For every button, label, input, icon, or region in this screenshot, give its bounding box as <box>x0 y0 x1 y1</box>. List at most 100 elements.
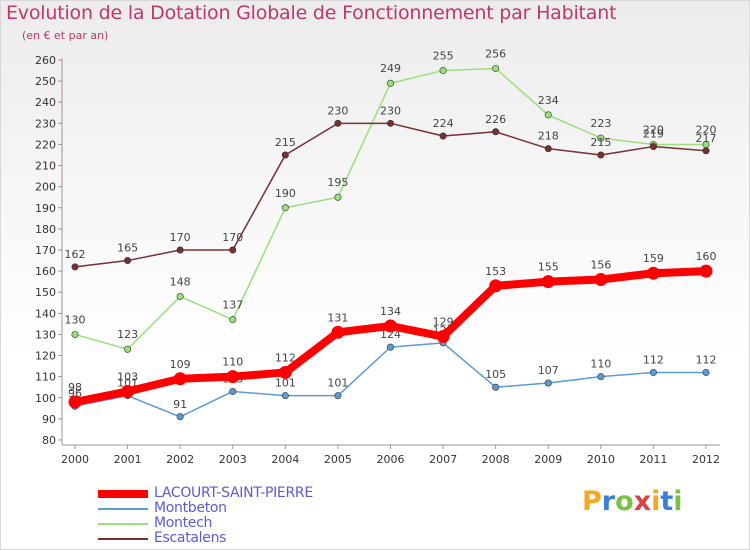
data-point-2 <box>124 345 132 353</box>
data-label-0: 129 <box>433 316 454 329</box>
logo-letter: t <box>660 486 674 517</box>
data-label-0: 103 <box>117 370 138 383</box>
data-label-3: 230 <box>327 104 348 117</box>
data-point-1 <box>176 413 184 421</box>
data-point-1 <box>229 387 237 395</box>
x-tick-label: 2007 <box>429 453 457 466</box>
data-point-2 <box>229 316 237 324</box>
x-tick-label: 2009 <box>534 453 562 466</box>
x-tick-label: 2008 <box>482 453 510 466</box>
data-point-2 <box>334 193 342 201</box>
data-label-3: 224 <box>433 117 454 130</box>
data-label-1: 101 <box>327 377 348 390</box>
data-point-0 <box>173 372 187 386</box>
data-label-1: 101 <box>275 377 296 390</box>
data-point-3 <box>492 128 500 136</box>
data-point-1 <box>649 368 657 376</box>
data-label-2: 195 <box>327 176 348 189</box>
data-label-2: 256 <box>485 47 506 60</box>
data-point-2 <box>439 67 447 75</box>
y-tick-label: 210 <box>35 160 56 173</box>
data-label-0: 156 <box>590 259 611 272</box>
data-point-1 <box>281 392 289 400</box>
data-point-0 <box>541 275 555 289</box>
x-tick-label: 2001 <box>114 453 142 466</box>
chart-subtitle: (en € et par an) <box>22 29 109 42</box>
data-point-2 <box>281 204 289 212</box>
data-point-1 <box>597 373 605 381</box>
y-tick-label: 170 <box>35 244 56 257</box>
data-point-3 <box>229 246 237 254</box>
data-point-3 <box>281 151 289 159</box>
data-point-3 <box>649 143 657 151</box>
data-label-0: 109 <box>170 358 191 371</box>
data-label-0: 153 <box>485 265 506 278</box>
data-label-1: 91 <box>173 398 187 411</box>
data-label-3: 230 <box>380 104 401 117</box>
data-label-0: 110 <box>222 356 243 369</box>
data-label-3: 217 <box>696 132 717 145</box>
data-label-0: 112 <box>275 351 296 364</box>
y-tick-label: 240 <box>35 96 56 109</box>
logo-letter: i <box>651 486 661 517</box>
data-point-0 <box>68 395 82 409</box>
data-label-3: 218 <box>538 130 559 143</box>
data-label-2: 148 <box>170 275 191 288</box>
series-line-3 <box>74 122 707 268</box>
data-label-2: 255 <box>433 50 454 63</box>
y-tick-label: 150 <box>35 286 56 299</box>
data-point-0 <box>121 384 135 398</box>
data-point-3 <box>176 246 184 254</box>
x-tick-label: 2010 <box>587 453 615 466</box>
data-label-1: 112 <box>643 353 664 366</box>
data-point-2 <box>597 134 605 142</box>
y-tick-label: 200 <box>35 181 56 194</box>
data-point-3 <box>597 151 605 159</box>
data-point-2 <box>176 292 184 300</box>
data-label-1: 112 <box>696 353 717 366</box>
y-tick-label: 130 <box>35 328 56 341</box>
data-label-3: 215 <box>590 136 611 149</box>
data-label-2: 234 <box>538 94 559 107</box>
legend-swatch-montech <box>98 523 148 525</box>
data-point-3 <box>544 145 552 153</box>
logo-letter: P <box>582 486 602 517</box>
data-point-3 <box>386 119 394 127</box>
data-point-1 <box>492 383 500 391</box>
data-point-0 <box>699 264 713 278</box>
data-label-2: 137 <box>222 299 243 312</box>
data-point-3 <box>334 119 342 127</box>
y-tick-label: 190 <box>35 202 56 215</box>
logo-letter: i <box>673 486 683 517</box>
data-point-0 <box>646 266 660 280</box>
x-tick-label: 2011 <box>639 453 667 466</box>
y-tick-label: 230 <box>35 117 56 130</box>
data-label-3: 162 <box>65 248 86 261</box>
data-label-0: 131 <box>327 311 348 324</box>
data-point-3 <box>71 263 79 271</box>
legend-label-montbeton: Montbeton <box>154 500 227 516</box>
data-point-0 <box>226 370 240 384</box>
y-tick-label: 260 <box>35 54 56 67</box>
data-point-2 <box>386 79 394 87</box>
x-tick-label: 2006 <box>377 453 405 466</box>
legend-label-lacourt: LACOURT-SAINT-PIERRE <box>154 485 313 501</box>
data-label-0: 159 <box>643 252 664 265</box>
data-label-2: 249 <box>380 62 401 75</box>
legend-swatch-lacourt <box>98 490 148 498</box>
legend-swatch-escatalens <box>98 538 148 540</box>
data-label-2: 220 <box>696 123 717 136</box>
data-label-3: 170 <box>222 231 243 244</box>
data-point-1 <box>702 368 710 376</box>
data-label-2: 220 <box>643 123 664 136</box>
y-tick-label: 220 <box>35 138 56 151</box>
data-point-0 <box>331 325 345 339</box>
data-label-2: 123 <box>117 328 138 341</box>
data-point-0 <box>436 330 450 344</box>
data-label-3: 219 <box>643 128 664 141</box>
y-tick-label: 90 <box>42 413 56 426</box>
data-label-1: 110 <box>590 358 611 371</box>
data-label-0: 160 <box>696 250 717 263</box>
y-tick-label: 110 <box>35 371 56 384</box>
x-tick-label: 2004 <box>271 453 299 466</box>
